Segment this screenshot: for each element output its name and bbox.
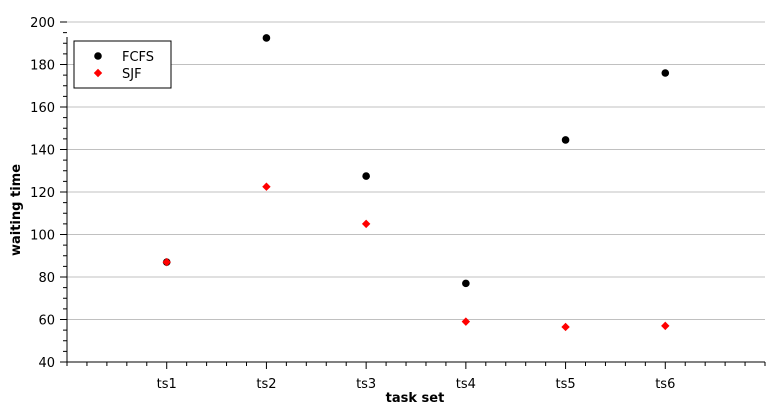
data-point-fcfs — [661, 69, 670, 77]
legend-box — [73, 40, 172, 89]
x-tick-label: ts5 — [555, 377, 575, 392]
x-tick-label: ts1 — [157, 377, 177, 392]
data-points — [162, 34, 670, 332]
y-tick-label: 180 — [30, 59, 55, 74]
data-point-sjf — [561, 322, 570, 332]
legend-marker-sjf — [93, 68, 103, 78]
y-tick-label: 60 — [38, 314, 55, 329]
x-tick-label: ts6 — [655, 377, 675, 392]
y-axis-ticks: 40 60 80 100 120 140 160 180 200 — [30, 16, 67, 371]
y-tick-label: 100 — [30, 229, 55, 244]
y-tick-label: 80 — [38, 271, 55, 286]
y-tick-label: 140 — [30, 144, 55, 159]
x-axis-ticks: ts1 ts2 ts3 ts4 ts5 ts6 — [66, 362, 766, 392]
y-tick-label: 120 — [30, 186, 55, 201]
y-tick-label: 160 — [30, 101, 55, 116]
data-point-fcfs — [362, 172, 370, 180]
data-point-fcfs — [561, 136, 570, 144]
x-tick-label: ts3 — [356, 377, 376, 392]
data-point-sjf — [661, 321, 670, 331]
grid-lines — [67, 21, 765, 320]
y-tick-label: 200 — [30, 16, 55, 31]
data-point-fcfs — [262, 34, 271, 42]
axes — [66, 37, 765, 363]
legend-marker-fcfs — [94, 52, 102, 60]
data-point-sjf — [361, 219, 371, 229]
x-axis-label: task set — [386, 391, 445, 406]
y-tick-label: 40 — [38, 356, 55, 371]
legend-label-sjf: SJF — [122, 67, 142, 82]
x-tick-label: ts2 — [256, 377, 276, 392]
data-point-fcfs — [462, 279, 470, 288]
legend-label-fcfs: FCFS — [122, 50, 154, 65]
data-point-sjf — [262, 182, 271, 191]
y-axis-label: waiting time — [9, 164, 24, 256]
data-point-sjf — [461, 317, 471, 326]
legend: FCFS SJF — [73, 40, 172, 89]
x-tick-label: ts4 — [456, 377, 476, 392]
data-point-sjf — [162, 257, 171, 267]
